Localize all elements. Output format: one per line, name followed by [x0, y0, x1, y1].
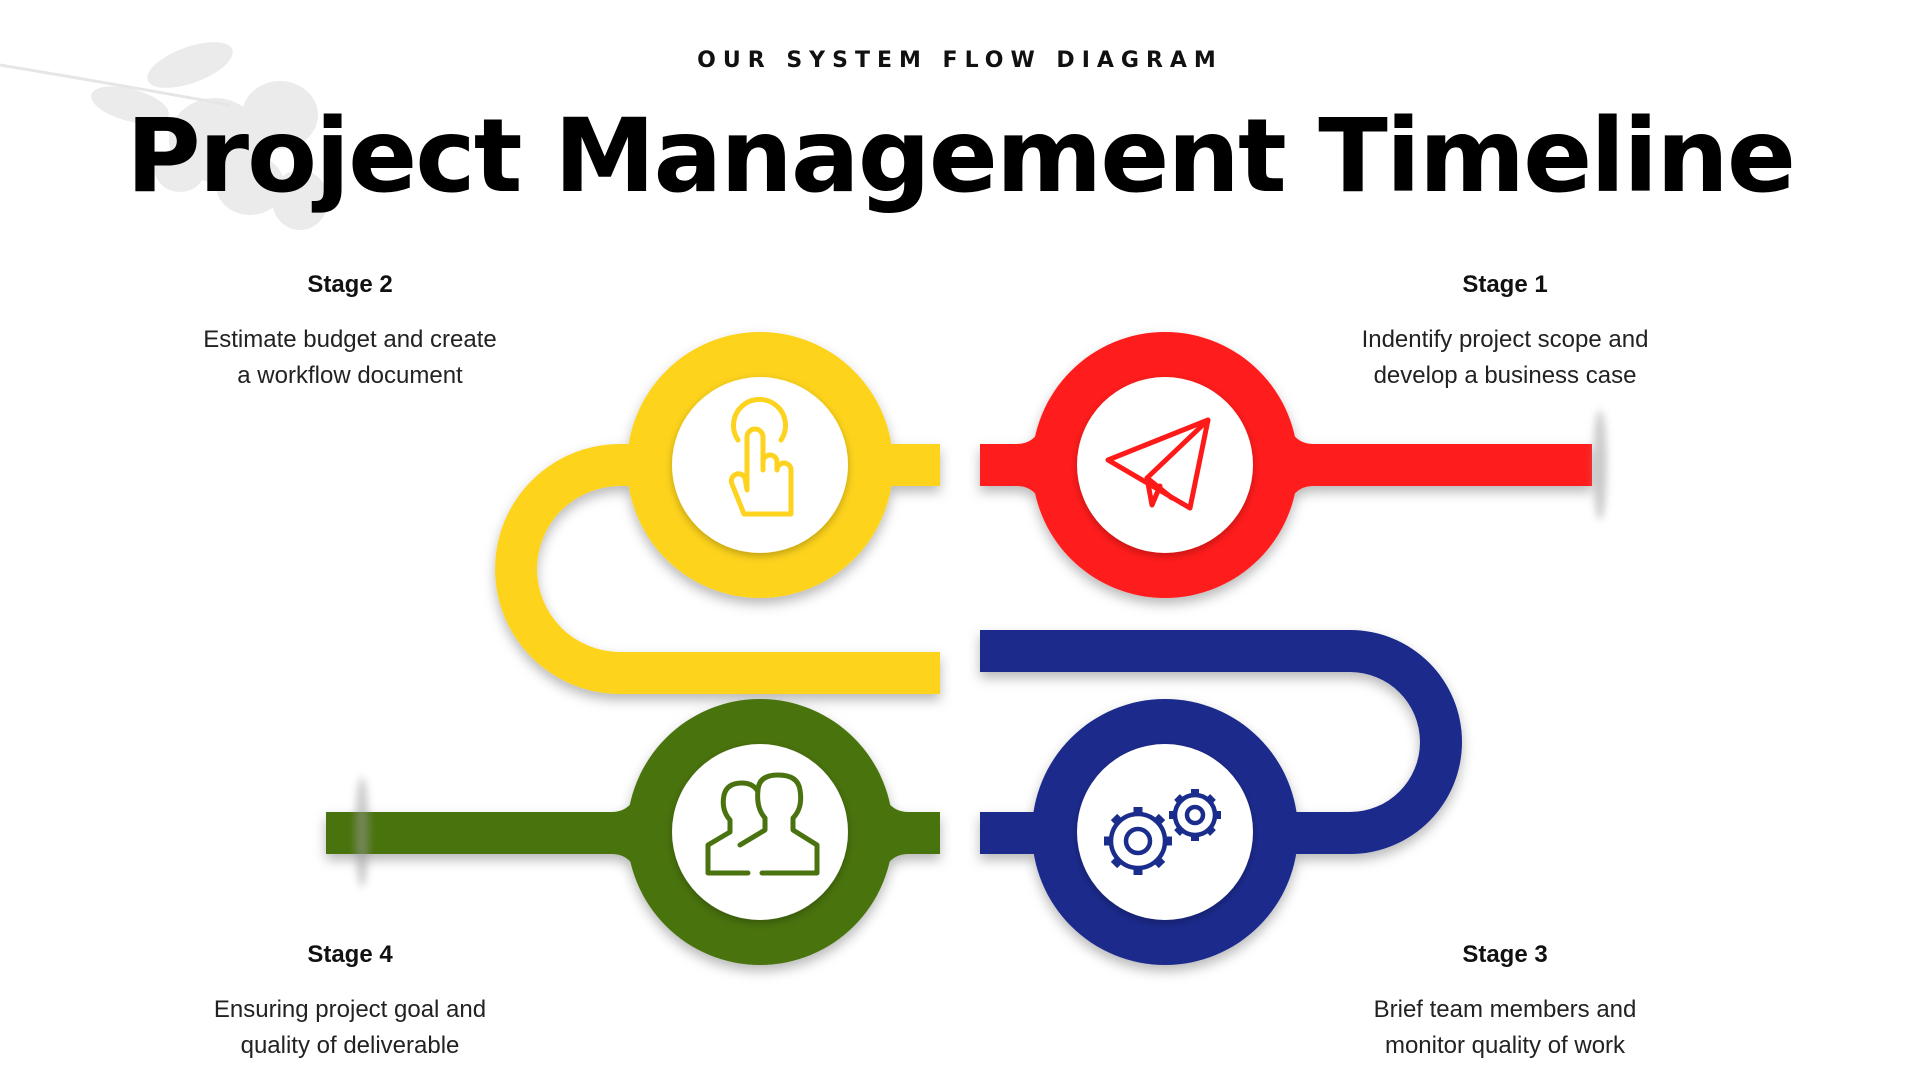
gears-icon	[1104, 789, 1221, 875]
stage1-description-line2: develop a business case	[1373, 362, 1637, 389]
diagram-eyebrow: OUR SYSTEM FLOW DIAGRAM	[697, 48, 1223, 73]
stage1-description-line1: Indentify project scope and	[1361, 326, 1649, 353]
stage2-description-line1: Estimate budget and create	[203, 326, 497, 353]
stage1-label: Stage 1	[1462, 271, 1548, 298]
stage3-description-line1: Brief team members and	[1373, 996, 1637, 1023]
stage2-text-block: Stage 2 Estimate budget and create a wor…	[130, 270, 570, 394]
stage1-track-end-cap	[1593, 410, 1607, 520]
stage4-text-block: Stage 4 Ensuring project goal and qualit…	[130, 940, 570, 1064]
stage3-text-block: Stage 3 Brief team members and monitor q…	[1285, 940, 1725, 1064]
stage4-label: Stage 4	[307, 941, 393, 968]
stage1-icon-circle	[1077, 377, 1253, 553]
paper-plane-icon	[1105, 417, 1211, 511]
stage2-description-line2: a workflow document	[237, 362, 463, 389]
stage4-description-line2: quality of deliverable	[240, 1032, 460, 1059]
stage3-label: Stage 3	[1462, 941, 1548, 968]
stage4-track-end-cap	[355, 777, 369, 887]
stage1-text-block: Stage 1 Indentify project scope and deve…	[1285, 270, 1725, 394]
stage4-track	[326, 699, 940, 965]
page-title: Project Management Timeline	[125, 97, 1796, 216]
leaf-decoration	[0, 42, 328, 230]
team-users-icon	[705, 772, 820, 876]
stage2-label: Stage 2	[307, 271, 393, 298]
stage4-description-line1: Ensuring project goal and	[213, 996, 487, 1023]
stage2-icon-circle	[672, 377, 848, 553]
stage3-description-line2: monitor quality of work	[1384, 1032, 1626, 1059]
pointing-hand-icon	[728, 396, 794, 517]
